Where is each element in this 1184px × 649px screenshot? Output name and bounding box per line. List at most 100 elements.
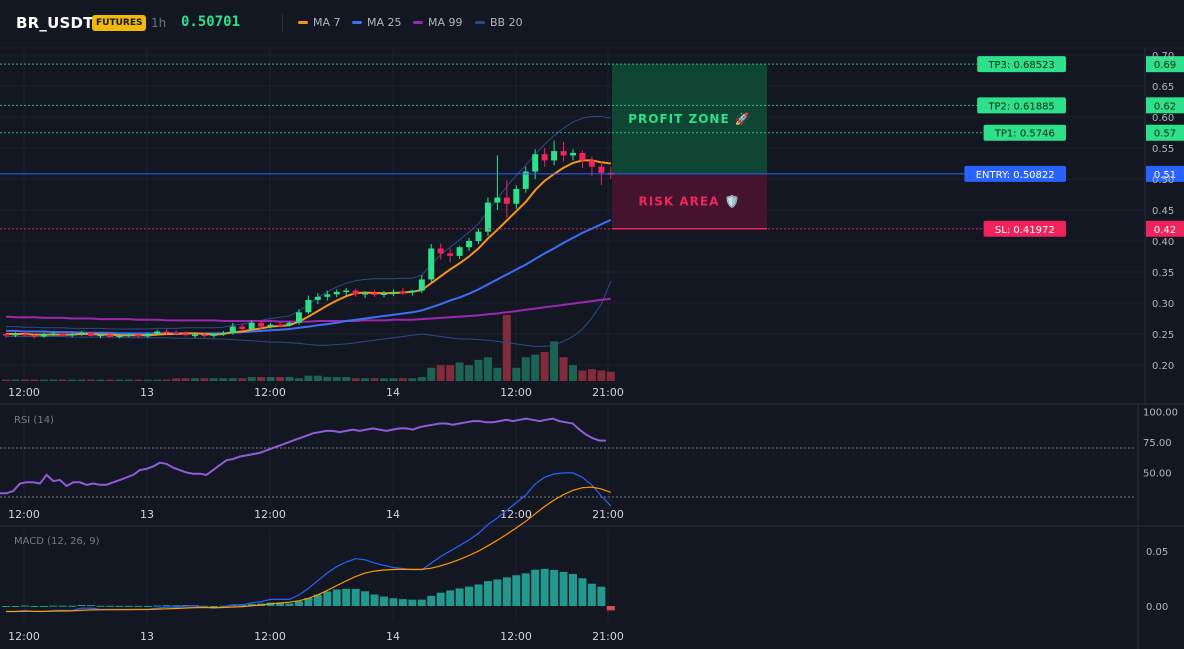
macd-histogram-bar xyxy=(294,601,303,606)
volume-bar xyxy=(30,379,39,381)
x-tick-label: 13 xyxy=(140,630,154,643)
volume-bar xyxy=(77,379,86,381)
price-tick-label: 0.30 xyxy=(1152,299,1174,310)
macd-histogram-bar xyxy=(521,573,530,606)
level-tag xyxy=(983,124,1066,141)
macd-histogram-bar xyxy=(332,589,341,606)
volume-bar xyxy=(465,365,474,381)
profit-zone-label: PROFIT ZONE 🚀 xyxy=(628,112,751,126)
macd-histogram-bar xyxy=(597,586,606,606)
legend-bb20-label: BB 20 xyxy=(490,16,523,29)
level-axis-tag xyxy=(1146,220,1184,237)
candle-body xyxy=(220,332,227,335)
candle-body xyxy=(314,296,321,300)
volume-bar xyxy=(162,379,171,381)
candle-body xyxy=(3,334,9,336)
ma7-line xyxy=(6,159,611,337)
macd-histogram-bar xyxy=(398,599,407,606)
macd-histogram-bar xyxy=(389,598,398,606)
volume-bar xyxy=(417,377,426,381)
macd-histogram-bar xyxy=(512,575,521,606)
volume-bar xyxy=(124,379,133,381)
x-tick-label: 14 xyxy=(386,630,400,643)
rsi-title: RSI (14) xyxy=(14,415,54,426)
volume-bar xyxy=(351,378,360,381)
level-tag-label: TP3: 0.68523 xyxy=(987,60,1054,71)
volume-bar xyxy=(408,378,417,381)
x-tick-label: 12:00 xyxy=(254,386,286,399)
volume-bar xyxy=(2,379,10,381)
volume-bar xyxy=(191,378,199,381)
macd-histogram-bar xyxy=(77,604,86,606)
macd-histogram-bar xyxy=(427,595,436,606)
volume-bar xyxy=(380,378,388,381)
volume-bar xyxy=(446,365,455,381)
candle-body xyxy=(532,154,539,172)
volume-bar xyxy=(294,378,303,381)
legend-ma7[interactable]: MA 7 xyxy=(298,16,341,29)
price-tick-label: 0.60 xyxy=(1152,113,1174,124)
candle-body xyxy=(570,152,576,156)
candle-body xyxy=(579,152,586,161)
candle-body xyxy=(78,332,85,335)
macd-histogram-bar xyxy=(124,605,133,607)
macd-histogram-bar xyxy=(361,591,370,606)
rsi-line xyxy=(0,417,606,495)
candle-body xyxy=(466,241,473,248)
level-axis-tag xyxy=(1146,56,1184,73)
macd-histogram-bar xyxy=(49,605,58,607)
volume-bar xyxy=(606,371,615,381)
macd-histogram-bar xyxy=(200,605,209,607)
legend-bb20-swatch xyxy=(475,21,485,24)
level-axis-tag xyxy=(1146,97,1184,114)
volume-bar xyxy=(313,375,322,381)
legend-ma99[interactable]: MA 99 xyxy=(413,16,463,29)
candle-body xyxy=(352,290,359,295)
candle-body xyxy=(31,335,38,337)
legend-ma7-label: MA 7 xyxy=(313,16,341,29)
volume-bar xyxy=(209,378,218,381)
macd-histogram-bar xyxy=(58,605,67,607)
candle-body xyxy=(598,166,605,173)
macd-histogram-bar xyxy=(11,606,20,607)
legend-ma25-swatch xyxy=(352,21,362,24)
macd-histogram-bar xyxy=(134,605,143,607)
x-tick-label: 21:00 xyxy=(592,386,624,399)
macd-histogram-bar xyxy=(105,605,114,607)
macd-histogram-bar xyxy=(606,606,615,611)
candle-body xyxy=(12,334,19,336)
bb-lower-line xyxy=(6,281,612,347)
candle-body xyxy=(173,332,180,335)
symbol-name[interactable]: BR_USDT xyxy=(16,14,94,32)
legend-bb20[interactable]: BB 20 xyxy=(475,16,523,29)
x-tick-label: 12:00 xyxy=(500,386,532,399)
candle-body xyxy=(475,231,482,241)
legend-ma25-label: MA 25 xyxy=(367,16,402,29)
candle-body xyxy=(324,294,331,297)
volume-bar xyxy=(332,377,341,381)
volume-bar xyxy=(257,377,266,381)
candle-body xyxy=(551,151,558,161)
risk-zone-label: RISK AREA 🛡️ xyxy=(639,194,741,208)
volume-bar xyxy=(389,378,398,381)
volume-bar xyxy=(597,370,606,381)
macd-histogram-bar xyxy=(276,603,285,606)
legend-ma25[interactable]: MA 25 xyxy=(352,16,402,29)
volume-bar xyxy=(493,367,502,381)
candle-body xyxy=(456,247,463,256)
macd-histogram-bar xyxy=(20,605,29,607)
x-tick-label: 12:00 xyxy=(254,508,286,521)
header-divider xyxy=(282,14,283,32)
volume-bar xyxy=(96,379,105,381)
price-tick-label: 0.40 xyxy=(1152,237,1174,248)
candle-body xyxy=(437,248,444,254)
macd-histogram-bar xyxy=(39,606,48,607)
macd-histogram-bar xyxy=(153,605,162,607)
volume-bar xyxy=(436,365,445,381)
volume-bar xyxy=(181,378,190,381)
volume-bar xyxy=(531,354,540,381)
price-tick-label: 0.50 xyxy=(1152,175,1174,186)
level-axis-tag xyxy=(1146,124,1184,141)
interval-selector[interactable]: 1h xyxy=(151,16,167,30)
